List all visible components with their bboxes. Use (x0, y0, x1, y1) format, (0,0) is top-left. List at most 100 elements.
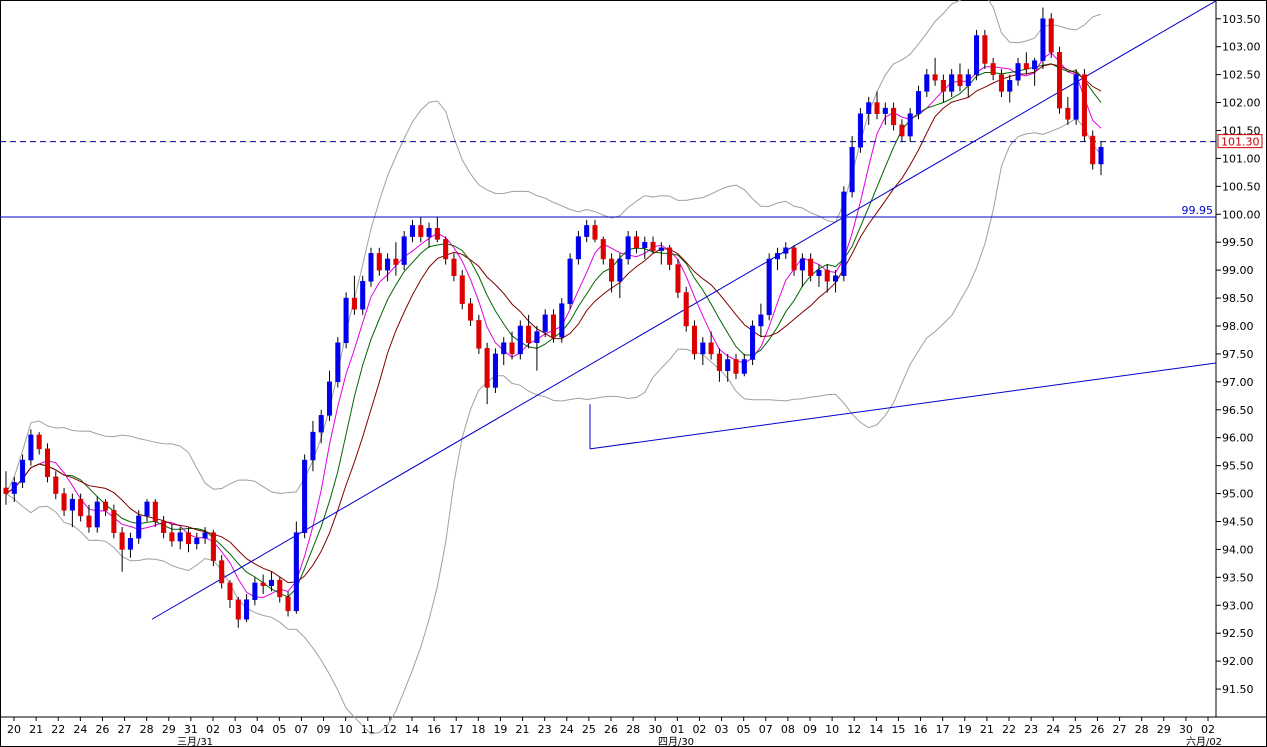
candle-body (526, 325, 532, 343)
candle-body (252, 582, 258, 600)
candle-body (53, 476, 59, 494)
candle-body (302, 459, 308, 533)
x-tick-label: 18 (471, 723, 485, 736)
x-tick-label: 22 (1002, 723, 1016, 736)
x-tick-label: 10 (825, 723, 839, 736)
candle-body (550, 314, 557, 338)
x-tick-label: 20 (7, 723, 21, 736)
candle-body (111, 510, 117, 533)
candle-body (443, 239, 449, 260)
candle-body (924, 74, 930, 92)
candle-body (808, 258, 814, 276)
x-tick-label: 21 (980, 723, 994, 736)
candle-body (990, 63, 996, 75)
candle-body (874, 102, 880, 114)
candle-body (244, 599, 250, 620)
y-tick-label: 98.50 (1222, 292, 1254, 305)
candle-body (1065, 107, 1071, 120)
candle-body (368, 253, 374, 282)
candle-body (119, 532, 125, 550)
candle-body (210, 532, 216, 561)
y-tick-label: 102.50 (1222, 69, 1261, 82)
y-tick-label: 100.00 (1222, 208, 1261, 221)
x-tick-label: 02 (206, 723, 220, 736)
candle-body (716, 353, 722, 371)
y-tick-label: 93.00 (1222, 599, 1254, 612)
candle-body (534, 331, 540, 343)
candle-body (866, 102, 872, 114)
y-tick-label: 95.00 (1222, 488, 1254, 501)
x-tick-label: 05 (737, 723, 751, 736)
candle-body (517, 325, 523, 355)
x-tick-label: 11 (361, 723, 375, 736)
candle-body (136, 515, 142, 539)
y-tick-label: 94.50 (1222, 515, 1254, 528)
x-tick-label: 04 (250, 723, 264, 736)
candle-body (974, 35, 980, 75)
candle-body (509, 342, 515, 355)
candle-body (161, 521, 167, 533)
candle-body (69, 498, 75, 511)
candle-body (949, 74, 955, 92)
x-tick-label: 26 (604, 723, 618, 736)
candle-body (177, 532, 183, 542)
candle-body (965, 74, 971, 87)
candle-body (600, 239, 606, 260)
y-tick-label: 94.00 (1222, 543, 1254, 556)
x-tick-label: 03 (228, 723, 242, 736)
candle-body (1073, 74, 1079, 120)
x-tick-label: 29 (1157, 723, 1171, 736)
candle-body (144, 501, 150, 517)
candle-body (824, 269, 830, 282)
x-tick-label: 24 (73, 723, 87, 736)
month-label: 三月/31 (177, 736, 213, 747)
candle-body (152, 501, 158, 522)
x-tick-label: 14 (405, 723, 419, 736)
candle-body (617, 258, 623, 282)
candle-body (293, 532, 299, 612)
candle-body (335, 342, 341, 383)
candle-body (169, 532, 175, 542)
candle-body (998, 74, 1004, 92)
x-tick-label: 29 (162, 723, 176, 736)
x-tick-label: 25 (582, 723, 596, 736)
candle-body (1032, 60, 1038, 70)
candle-body (750, 325, 756, 360)
x-tick-label: 23 (1024, 723, 1038, 736)
y-tick-label: 96.50 (1222, 404, 1254, 417)
candle-body (492, 353, 498, 388)
candle-body (219, 560, 225, 584)
candle-body (575, 236, 581, 260)
candle-body (1098, 146, 1104, 165)
candle-body (103, 501, 109, 511)
x-tick-label: 17 (449, 723, 463, 736)
candle-body (3, 487, 9, 494)
line-label: 99.95 (1182, 204, 1214, 217)
candle-body (882, 107, 888, 114)
candle-body (11, 482, 17, 494)
candle-body (1081, 74, 1087, 137)
y-tick-label: 102.00 (1222, 97, 1261, 110)
candle-body (86, 515, 92, 528)
x-tick-label: 01 (670, 723, 684, 736)
x-tick-label: 24 (1046, 723, 1060, 736)
candle-body (758, 314, 764, 327)
candle-body (227, 582, 233, 600)
candle-body (36, 434, 42, 450)
candle-body (957, 74, 963, 87)
y-tick-label: 99.00 (1222, 264, 1254, 277)
candle-body (418, 225, 424, 237)
x-tick-label: 26 (1090, 723, 1104, 736)
candle-body (733, 359, 739, 374)
x-tick-label: 10 (339, 723, 353, 736)
x-tick-label: 16 (914, 723, 928, 736)
candle-body (741, 359, 747, 374)
candle-body (127, 538, 133, 550)
x-tick-label: 25 (1068, 723, 1082, 736)
candle-body (899, 124, 905, 137)
x-tick-label: 07 (294, 723, 308, 736)
candle-body (326, 381, 333, 416)
candle-body (318, 415, 324, 433)
candle-body (774, 253, 781, 260)
